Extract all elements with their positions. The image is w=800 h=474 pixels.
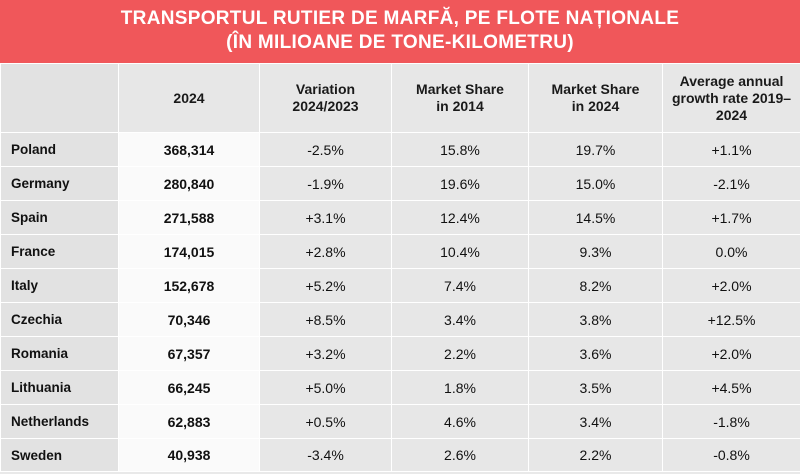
- header-market-share-2014: Market Share in 2014: [391, 63, 529, 133]
- growth-rate-cell: -0.8%: [662, 438, 800, 472]
- share-2024-cell: 2.2%: [528, 438, 663, 472]
- country-cell: Lithuania: [0, 370, 119, 405]
- header-market-share-2024: Market Share in 2024: [528, 63, 663, 133]
- share-2024-cell: 9.3%: [528, 234, 663, 269]
- title-line-2: (ÎN MILIOANE DE TONE-KILOMETRU): [226, 32, 574, 53]
- share-2014-cell: 4.6%: [391, 404, 529, 439]
- share-2014-cell: 12.4%: [391, 200, 529, 235]
- share-2024-cell: 3.4%: [528, 404, 663, 439]
- value-2024-cell: 271,588: [118, 200, 260, 235]
- header-2024: 2024: [118, 63, 260, 133]
- table-row: Spain 271,588 +3.1% 12.4% 14.5% +1.7%: [0, 200, 800, 235]
- growth-rate-cell: -1.8%: [662, 404, 800, 439]
- value-2024-cell: 70,346: [118, 302, 260, 337]
- country-cell: Sweden: [0, 438, 119, 472]
- country-cell: France: [0, 234, 119, 269]
- table-row: Czechia 70,346 +8.5% 3.4% 3.8% +12.5%: [0, 302, 800, 337]
- share-2024-cell: 15.0%: [528, 166, 663, 201]
- country-cell: Czechia: [0, 302, 119, 337]
- header-market-share-2014-text: Market Share in 2014: [416, 81, 504, 114]
- country-cell: Poland: [0, 132, 119, 167]
- share-2014-cell: 3.4%: [391, 302, 529, 337]
- growth-rate-cell: +1.7%: [662, 200, 800, 235]
- header-market-share-2024-text: Market Share in 2024: [551, 81, 640, 114]
- header-growth-rate-text: Average annual growth rate 2019–2024: [671, 72, 792, 123]
- value-2024-cell: 62,883: [118, 404, 260, 439]
- growth-rate-cell: +1.1%: [662, 132, 800, 167]
- share-2014-cell: 19.6%: [391, 166, 529, 201]
- share-2024-cell: 19.7%: [528, 132, 663, 167]
- freight-table: 2024 Variation 2024/2023 Market Share in…: [0, 63, 800, 472]
- header-variation-text: Variation 2024/2023: [292, 81, 359, 114]
- value-2024-cell: 40,938: [118, 438, 260, 472]
- table-row: Romania 67,357 +3.2% 2.2% 3.6% +2.0%: [0, 336, 800, 371]
- country-cell: Italy: [0, 268, 119, 303]
- variation-cell: +5.0%: [259, 370, 392, 405]
- variation-cell: -2.5%: [259, 132, 392, 167]
- share-2014-cell: 2.2%: [391, 336, 529, 371]
- share-2014-cell: 1.8%: [391, 370, 529, 405]
- header-variation: Variation 2024/2023: [259, 63, 392, 133]
- variation-cell: +0.5%: [259, 404, 392, 439]
- header-growth-rate: Average annual growth rate 2019–2024: [662, 63, 800, 133]
- variation-cell: -3.4%: [259, 438, 392, 472]
- growth-rate-cell: +4.5%: [662, 370, 800, 405]
- header-country-column: [0, 63, 119, 133]
- growth-rate-cell: +2.0%: [662, 336, 800, 371]
- table-row: Poland 368,314 -2.5% 15.8% 19.7% +1.1%: [0, 132, 800, 167]
- growth-rate-cell: -2.1%: [662, 166, 800, 201]
- value-2024-cell: 67,357: [118, 336, 260, 371]
- share-2024-cell: 8.2%: [528, 268, 663, 303]
- variation-cell: +8.5%: [259, 302, 392, 337]
- share-2014-cell: 15.8%: [391, 132, 529, 167]
- table-row: Germany 280,840 -1.9% 19.6% 15.0% -2.1%: [0, 166, 800, 201]
- variation-cell: -1.9%: [259, 166, 392, 201]
- share-2014-cell: 10.4%: [391, 234, 529, 269]
- share-2024-cell: 3.6%: [528, 336, 663, 371]
- table-row: Netherlands 62,883 +0.5% 4.6% 3.4% -1.8%: [0, 404, 800, 439]
- share-2014-cell: 2.6%: [391, 438, 529, 472]
- header-row: 2024 Variation 2024/2023 Market Share in…: [0, 63, 800, 133]
- table-row: Sweden 40,938 -3.4% 2.6% 2.2% -0.8%: [0, 438, 800, 472]
- value-2024-cell: 174,015: [118, 234, 260, 269]
- country-cell: Romania: [0, 336, 119, 371]
- title-line-1: TRANSPORTUL RUTIER DE MARFĂ, PE FLOTE NA…: [120, 8, 680, 29]
- variation-cell: +5.2%: [259, 268, 392, 303]
- table-row: Italy 152,678 +5.2% 7.4% 8.2% +2.0%: [0, 268, 800, 303]
- table-row: France 174,015 +2.8% 10.4% 9.3% 0.0%: [0, 234, 800, 269]
- variation-cell: +3.1%: [259, 200, 392, 235]
- value-2024-cell: 66,245: [118, 370, 260, 405]
- share-2014-cell: 7.4%: [391, 268, 529, 303]
- variation-cell: +2.8%: [259, 234, 392, 269]
- country-cell: Germany: [0, 166, 119, 201]
- value-2024-cell: 152,678: [118, 268, 260, 303]
- country-cell: Spain: [0, 200, 119, 235]
- share-2024-cell: 3.5%: [528, 370, 663, 405]
- share-2024-cell: 14.5%: [528, 200, 663, 235]
- growth-rate-cell: +12.5%: [662, 302, 800, 337]
- growth-rate-cell: 0.0%: [662, 234, 800, 269]
- title-banner: TRANSPORTUL RUTIER DE MARFĂ, PE FLOTE NA…: [0, 0, 800, 63]
- variation-cell: +3.2%: [259, 336, 392, 371]
- value-2024-cell: 280,840: [118, 166, 260, 201]
- value-2024-cell: 368,314: [118, 132, 260, 167]
- table-row: Lithuania 66,245 +5.0% 1.8% 3.5% +4.5%: [0, 370, 800, 405]
- growth-rate-cell: +2.0%: [662, 268, 800, 303]
- country-cell: Netherlands: [0, 404, 119, 439]
- share-2024-cell: 3.8%: [528, 302, 663, 337]
